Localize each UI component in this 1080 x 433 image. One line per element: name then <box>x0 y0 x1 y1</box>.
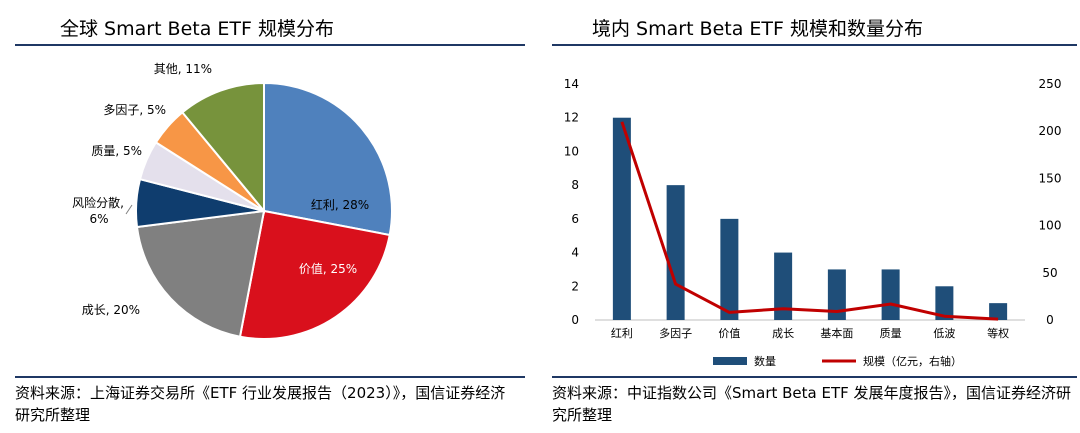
left-axis-tick: 14 <box>564 77 579 91</box>
left-axis-tick: 2 <box>571 279 579 293</box>
pie-slice-6 <box>180 81 265 214</box>
pie-label-4: 质量, 5% <box>91 144 142 158</box>
x-axis-label: 低波 <box>933 327 955 340</box>
pie-label-5: 多因子, 5% <box>103 103 166 117</box>
legend-bar-label: 数量 <box>754 355 776 368</box>
x-axis-label: 多因子 <box>659 326 692 340</box>
pie-chart: 红利, 28% 价值, 25% 成长, 20% 风险分散, 6% 质量, 5% 多因子, 5… <box>72 62 393 340</box>
pie-label-3: 风险分散, <box>72 195 124 210</box>
scale-line <box>620 121 999 321</box>
legend-line-label: 规模（亿元，右轴） <box>863 354 962 368</box>
bar-成长 <box>774 252 793 320</box>
pie-label-2: 成长, 20% <box>82 303 140 317</box>
x-axis-label: 价值 <box>718 327 740 340</box>
left-axis-tick: 10 <box>564 144 579 158</box>
bottom-rule <box>552 376 1077 378</box>
right-chart-panel: 境内 Smart Beta ETF 规模和数量分布 0 2 4 6 8 10 12 14 0 50… <box>547 0 1080 433</box>
bar-红利 <box>612 117 631 320</box>
x-axis-label: 等权 <box>987 326 1009 340</box>
x-axis-label: 红利 <box>611 327 633 340</box>
bar-低波 <box>935 286 954 320</box>
bottom-rule <box>15 376 525 378</box>
left-axis-tick: 4 <box>571 246 579 260</box>
bar-质量 <box>881 269 900 320</box>
right-axis-tick: 250 <box>1039 77 1062 91</box>
right-axis-tick: 0 <box>1046 313 1054 327</box>
legend-bar-swatch <box>713 357 747 365</box>
left-axis-tick: 0 <box>571 313 579 327</box>
combo-chart: 0 2 4 6 8 10 12 14 0 50 100 150 200 250 红利 多因子 价值 成长 基本面 质量… <box>564 77 1062 368</box>
pie-label-3: 6% <box>89 212 108 226</box>
bar-多因子 <box>666 185 685 320</box>
combo-chart-title: 境内 Smart Beta ETF 规模和数量分布 <box>592 18 923 40</box>
pie-label-1: 价值, 25% <box>299 261 357 276</box>
top-rule <box>15 44 525 46</box>
right-axis-tick: 200 <box>1039 124 1062 138</box>
pie-slice-1 <box>238 209 391 340</box>
left-chart-panel: 全球 Smart Beta ETF 规模分布 红利, 28% 价值, 25% 成长,… <box>0 0 525 433</box>
left-axis-tick: 6 <box>571 212 579 226</box>
x-axis-label: 成长 <box>772 327 794 340</box>
left-axis-tick: 12 <box>564 111 579 125</box>
combo-source-note: 资料来源：中证指数公司《Smart Beta ETF 发展年度报告》，国信证券经… <box>552 384 1072 424</box>
pie-source-note: 资料来源：上海证券交易所《ETF 行业发展报告（2023）》，国信证券经济研究所… <box>15 384 506 424</box>
pie-label-6: 其他, 11% <box>154 62 212 76</box>
right-axis-tick: 50 <box>1042 266 1057 280</box>
bar-基本面 <box>827 269 846 320</box>
right-axis-tick: 100 <box>1039 219 1062 233</box>
left-axis-tick: 8 <box>571 178 579 192</box>
pie-chart-title: 全球 Smart Beta ETF 规模分布 <box>60 18 334 40</box>
pie-label-0: 红利, 28% <box>311 197 369 212</box>
pie-slice-0 <box>263 81 393 237</box>
x-axis-label: 质量 <box>880 327 902 340</box>
pie-leader-line <box>125 204 133 215</box>
bar-等权 <box>989 303 1008 320</box>
pie-slice-2 <box>135 209 266 338</box>
right-axis-tick: 150 <box>1039 171 1062 185</box>
top-rule <box>552 44 1077 46</box>
x-axis-label: 基本面 <box>820 326 853 340</box>
bar-价值 <box>720 218 739 320</box>
